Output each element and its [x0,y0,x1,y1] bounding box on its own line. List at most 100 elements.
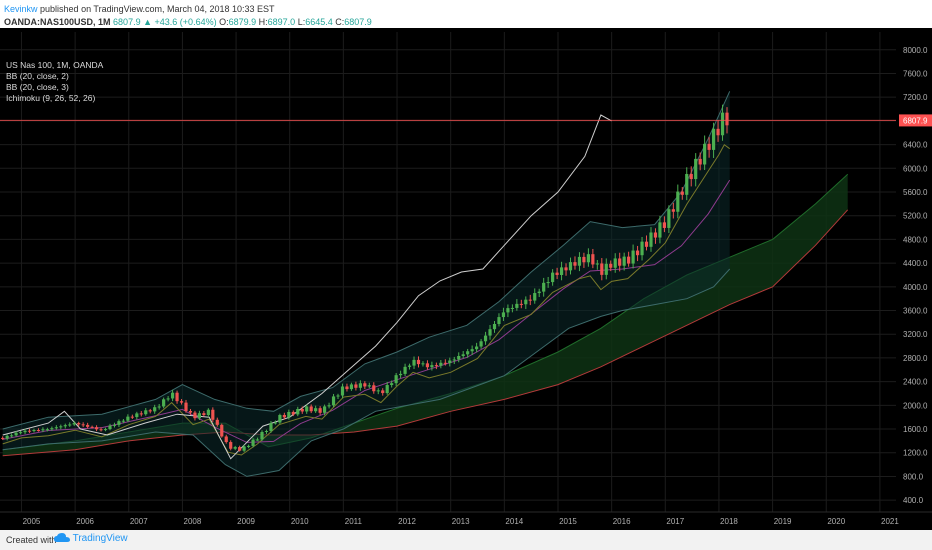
candle-body [90,426,94,428]
candle-body [300,408,304,412]
candle-body [206,409,210,416]
candle-body [32,430,36,432]
up-arrow-icon: ▲ [143,17,153,27]
candle-body [452,359,456,361]
candle-body [36,430,41,432]
candle-body [144,410,148,415]
candle-body [528,299,532,301]
candle-body [162,399,166,407]
price-change: +43.6 (+0.64%) [154,17,217,27]
last-price-label: 6807.9 [903,116,928,125]
candle-body [622,256,626,266]
candle-body [175,392,179,402]
candle-body [135,413,139,418]
candle-body [707,143,711,150]
candle-body [166,398,170,400]
high-label: H: [258,17,268,27]
candle-body [582,256,586,263]
candle-body [510,307,514,309]
candle-body [694,158,698,180]
x-tick-label: 2020 [827,517,845,526]
candle-body [703,143,707,165]
low-value: 6645.4 [305,17,333,27]
candle-body [685,173,689,195]
candle-body [264,430,269,432]
ohlc-line: OANDA:NAS100USD, 1M 6807.9 ▲ +43.6 (+0.6… [4,17,372,27]
y-tick-label: 5200.0 [903,212,928,221]
legend-bb2[interactable]: BB (20, close, 3) [6,82,69,92]
candle-body [340,386,345,396]
candle-body [358,383,362,388]
candle-body [600,263,604,275]
candle-body [197,413,202,419]
candle-body [354,384,358,388]
candle-body [309,406,313,412]
candle-body [425,363,430,368]
price-chart[interactable]: 400.0 800.0 1200.0 1600.0 2000.0 2400.0 2800.0… [0,28,932,530]
candle-body [86,424,90,427]
chart-canvas[interactable]: 400.0 800.0 1200.0 1600.0 2000.0 2400.0 2800.0… [0,28,932,530]
x-tick-label: 2019 [774,517,792,526]
candle-body [314,408,318,412]
x-tick-label: 2013 [452,517,470,526]
tradingview-brand[interactable]: TradingView [54,533,128,544]
candle-body [45,429,49,431]
candle-body [170,392,175,399]
candle-body [524,299,528,305]
candle-body [126,416,130,421]
y-tick-label: 6000.0 [903,164,928,173]
open-value: 6879.9 [228,17,257,27]
y-tick-label: 2800.0 [903,354,928,363]
candle-body [318,408,322,413]
candle-body [117,421,121,425]
candle-body [533,293,537,301]
y-tick-label: 4000.0 [903,283,928,292]
ichimoku-conversion-line [2,143,730,456]
candle-body [345,386,349,390]
author-link[interactable]: Kevinkw [4,4,38,14]
candle-body [179,401,184,403]
close-label: C: [335,17,345,27]
publish-line: Kevinkw published on TradingView.com, Ma… [4,4,275,14]
symbol-label[interactable]: OANDA:NAS100USD, 1M [4,17,111,27]
candle-body [367,385,371,387]
candle-body [711,128,716,150]
candle-body [448,360,452,364]
low-label: L: [297,17,306,27]
candle-body [193,412,197,419]
candle-body [457,356,461,360]
candle-body [542,282,546,292]
candle-body [488,329,492,336]
y-tick-label: 4800.0 [903,235,928,244]
candle-body [394,375,398,384]
candle-body [220,424,224,437]
x-tick-label: 2007 [130,517,148,526]
candle-body [1,437,5,439]
candle-body [586,254,590,263]
candle-body [224,436,228,443]
candle-body [385,385,389,394]
y-tick-label: 5600.0 [903,188,928,197]
candle-body [153,407,157,412]
legend-title[interactable]: US Nas 100, 1M, OANDA [6,60,104,70]
x-tick-label: 2005 [23,517,41,526]
legend-bb1[interactable]: BB (20, close, 2) [6,71,69,81]
x-tick-label: 2016 [613,517,631,526]
candle-body [546,282,550,284]
candle-body [287,411,291,418]
candle-body [662,222,666,228]
legend-ichimoku[interactable]: Ichimoku (9, 26, 52, 26) [6,93,96,103]
candle-body [698,158,702,165]
candle-body [627,256,631,264]
candle-body [63,425,67,427]
candle-body [640,241,644,256]
candle-body [430,365,434,368]
y-tick-label: 2400.0 [903,378,928,387]
candle-body [269,423,273,431]
candle-body [479,341,483,347]
candle-body [725,112,729,126]
candle-body [336,395,340,397]
candle-body [41,429,45,431]
candle-body [443,362,447,364]
candle-body [631,250,635,264]
